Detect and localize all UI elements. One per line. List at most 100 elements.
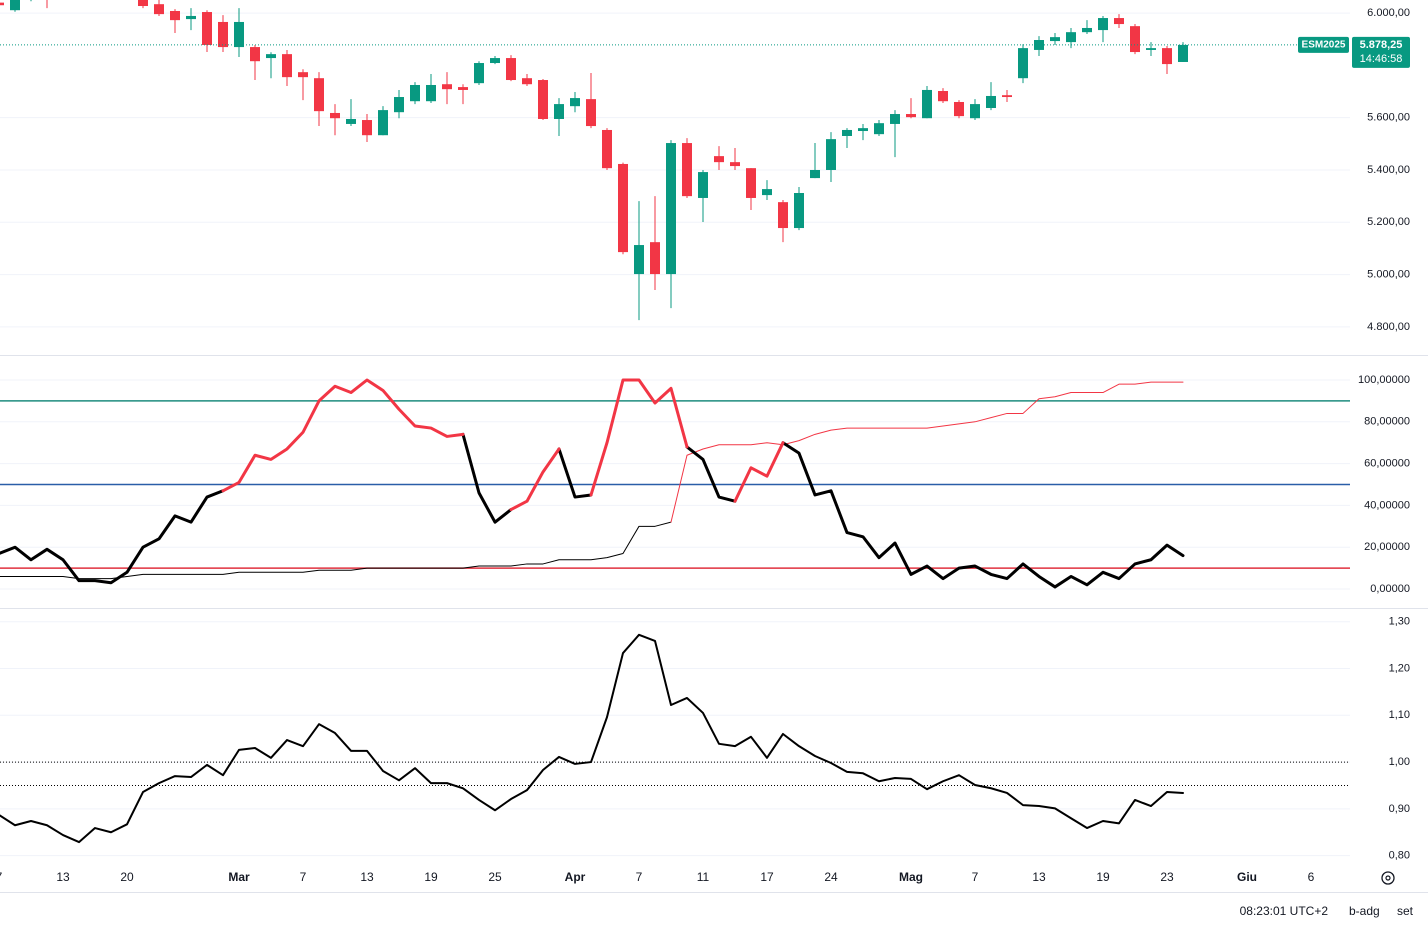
oscillator-pane — [0, 378, 1350, 590]
candle-body — [1146, 48, 1156, 50]
candle-body — [650, 242, 660, 275]
x-tick-label: 19 — [1096, 870, 1110, 884]
candle-body — [618, 163, 628, 253]
candle-body — [922, 89, 932, 119]
x-tick-label: 13 — [1032, 870, 1046, 884]
settings-button[interactable] — [1381, 871, 1395, 885]
y-tick-label: 100,00000 — [1358, 374, 1410, 386]
countdown-label: 14:46:58 — [1360, 53, 1403, 65]
y-tick-label: 5.200,00 — [1367, 216, 1410, 228]
candle-body — [458, 87, 468, 90]
candle-body — [890, 114, 900, 124]
candle-body — [1082, 27, 1092, 33]
candle-body — [826, 139, 836, 170]
candle-body — [1066, 32, 1076, 43]
candle-body — [874, 123, 884, 135]
ratio-pane — [0, 621, 1350, 857]
y-tick-label: 60,00000 — [1364, 458, 1410, 470]
y-tick-label: 0,00000 — [1370, 583, 1410, 595]
y-tick-label: 1,30 — [1389, 616, 1410, 628]
candle-body — [1098, 18, 1108, 31]
y-tick-label: 40,00000 — [1364, 499, 1410, 511]
candle-body — [586, 99, 596, 127]
candle-body — [202, 12, 212, 45]
symbol-label: ESM2025 — [1302, 40, 1346, 51]
indicator-line — [0, 521, 672, 580]
x-tick-label: Mar — [228, 870, 250, 884]
candle-body — [410, 84, 420, 102]
candle-body — [346, 118, 356, 124]
y-tick-label: 1,10 — [1389, 709, 1410, 721]
candle-body — [538, 80, 548, 119]
settings-icon-center[interactable] — [1385, 875, 1391, 881]
indicator-line — [0, 432, 1185, 589]
candle-body — [1018, 48, 1028, 79]
candle-body — [1114, 18, 1124, 25]
y-tick-label: 5.400,00 — [1367, 164, 1410, 176]
indicator-line — [221, 378, 785, 512]
x-tick-label: 13 — [56, 870, 70, 884]
candle-body — [1002, 95, 1012, 98]
x-tick-label: 23 — [1160, 870, 1174, 884]
candle-body — [266, 54, 276, 59]
candle-body — [794, 192, 804, 229]
settings-icon[interactable] — [1381, 871, 1395, 885]
candle-body — [986, 95, 996, 109]
x-tick-label: 7 — [0, 870, 3, 884]
status-item[interactable]: set — [1397, 904, 1414, 918]
candle-body — [634, 245, 644, 275]
candle-body — [714, 156, 724, 163]
candle-body — [938, 91, 948, 102]
candle-body — [730, 162, 740, 167]
candle-body — [602, 129, 612, 169]
candle-body — [554, 104, 564, 119]
last-price-tag — [1352, 36, 1410, 68]
candle-body — [1130, 26, 1140, 53]
x-tick-label: 7 — [972, 870, 979, 884]
x-tick-label: 25 — [488, 870, 502, 884]
candle-body — [954, 101, 964, 117]
x-tick-label: 6 — [1308, 870, 1315, 884]
clock[interactable]: 08:23:01 UTC+2 — [1240, 904, 1329, 918]
candle-body — [906, 114, 916, 118]
candle-body — [970, 104, 980, 119]
y-tick-label: 6.000,00 — [1367, 7, 1410, 19]
x-tick-label: Apr — [565, 870, 586, 884]
y-tick-label: 4.800,00 — [1367, 321, 1410, 333]
candle-body — [1050, 37, 1060, 42]
axes: 4.800,00 5.000,00 5.200,00 5.400,00 5.600,00… — [0, 7, 1410, 884]
candle-body — [362, 120, 372, 136]
y-tick-label: 5.000,00 — [1367, 268, 1410, 280]
indicator-line — [0, 633, 1184, 844]
candle-body — [682, 143, 692, 197]
y-tick-label: 20,00000 — [1364, 541, 1410, 553]
status-item[interactable]: b-adg — [1349, 904, 1380, 918]
candle-body — [858, 128, 868, 132]
candle-body — [154, 4, 164, 15]
x-tick-label: 19 — [424, 870, 438, 884]
candle-body — [442, 84, 452, 90]
x-tick-label: 13 — [360, 870, 374, 884]
y-tick-label: 5.600,00 — [1367, 112, 1410, 124]
y-tick-label: 0,90 — [1389, 803, 1410, 815]
y-tick-label: 80,00000 — [1364, 416, 1410, 428]
candle-body — [426, 84, 436, 102]
x-tick-label: 7 — [636, 870, 643, 884]
y-tick-label: 1,00 — [1389, 756, 1410, 768]
candle-body — [250, 47, 260, 62]
candle-body — [778, 202, 788, 229]
x-tick-label: Mag — [899, 870, 923, 884]
candle-body — [570, 98, 580, 107]
y-tick-label: 1,20 — [1389, 662, 1410, 674]
indicator-line — [670, 381, 1184, 523]
candle-body — [394, 97, 404, 113]
candle-body — [666, 143, 676, 275]
x-tick-label: 24 — [824, 870, 838, 884]
candle-body — [810, 169, 820, 179]
x-tick-label: 7 — [300, 870, 307, 884]
candle-body — [378, 110, 388, 136]
candle-body — [474, 63, 484, 84]
